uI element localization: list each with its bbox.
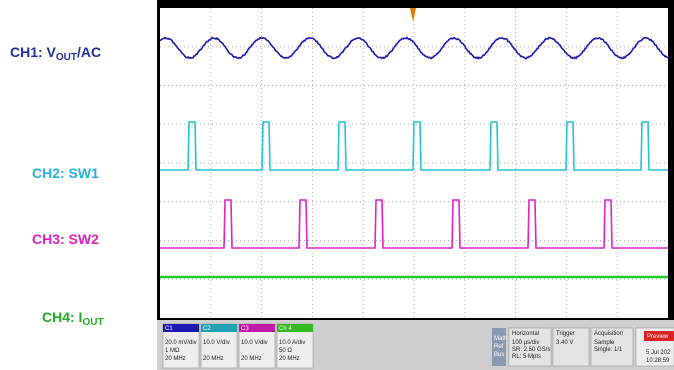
preview-label: Preview [647,334,669,340]
trigger-setting: 3.40 V [556,340,573,346]
channel-setting: 20 MHz [165,356,186,362]
label-suffix: /AC [77,44,101,60]
channel-label: CH4: IOUT [42,309,104,328]
channel-setting: 10.0 V/div [203,340,230,346]
math-label: Bus [494,352,504,358]
channel-setting: 50 Ω [279,348,292,354]
channel-name: Ch 4 [279,326,292,332]
date: 5 Jul 202 [646,350,671,356]
channel-setting: 20 MHz [241,356,262,362]
channel-setting: 20 MHz [279,356,300,362]
label-prefix: CH1: V [10,44,57,60]
channel-label: CH2: SW1 [32,165,99,181]
page: CH1: VOUT/ACCH2: SW1CH3: SW2CH4: IOUT C1… [0,0,674,370]
label-prefix: CH4: I [42,309,82,325]
acquisition-setting: Single: 1/1 [594,347,623,353]
channel-label: CH3: SW2 [32,231,99,247]
acquisition-setting: Sample [594,340,615,346]
channel-name: C3 [241,326,249,332]
channel-setting: 10.0 V/div [241,340,268,346]
trigger-title: Trigger [556,331,575,337]
channel-name: C2 [203,326,211,332]
channel-setting: 1 MΩ [165,348,180,354]
horizontal-setting: 100 µs/div [512,340,539,346]
label-text: CH3: SW2 [32,231,99,247]
label-sub: OUT [56,52,77,63]
label-sub: OUT [82,317,103,328]
horizontal-title: Horizontal [512,331,539,337]
channel-label: CH1: VOUT/AC [10,44,101,63]
math-label: Math [494,336,507,342]
channel-setting: 20.0 mV/div [165,340,197,346]
acquisition-title: Acquisition [594,331,623,337]
channel-setting: 20 MHz [203,356,224,362]
time: 10:28:59 [646,358,670,364]
math-label: Ref [494,344,504,350]
label-text: CH2: SW1 [32,165,99,181]
channel-name: C1 [165,326,173,332]
horizontal-setting: SR: 2.50 GS/s [512,347,550,353]
channel-setting: 10.0 A/div [279,340,305,346]
horizontal-setting: RL: 5 Mpts [512,354,541,360]
